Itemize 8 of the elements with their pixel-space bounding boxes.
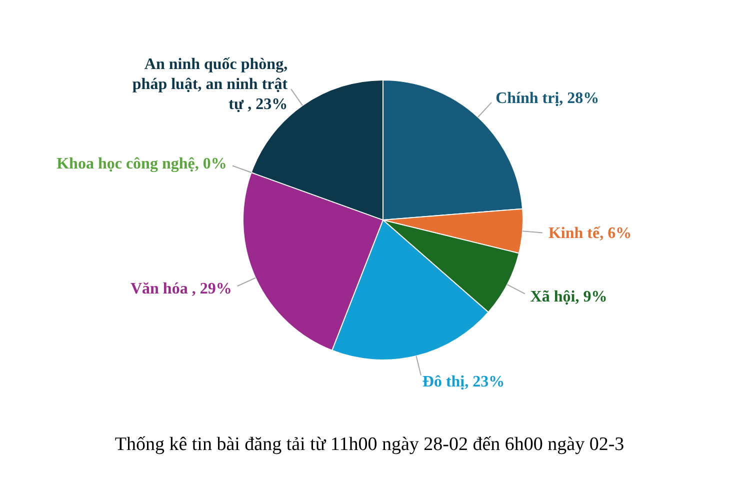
slice-label: Xã hội, 9% (530, 288, 608, 306)
slice-label: Kinh tế, 6% (548, 225, 632, 242)
text: Thống kê tin bài đăng tải từ 11h00 ngày 28-02 đến 6h00 ngày 02-3 (114, 434, 626, 456)
slice-label: An ninh quốc phòng, pháp luật, an ninh trật tự , 23% (132, 56, 288, 114)
slice-label: Văn hóa , 29% (130, 280, 232, 298)
slice-label: Đô thị, 23% (422, 373, 505, 390)
slice-label: Chính trị, 28% (496, 90, 600, 108)
legend-label: Khoa học công nghệ, 0% (56, 156, 227, 173)
